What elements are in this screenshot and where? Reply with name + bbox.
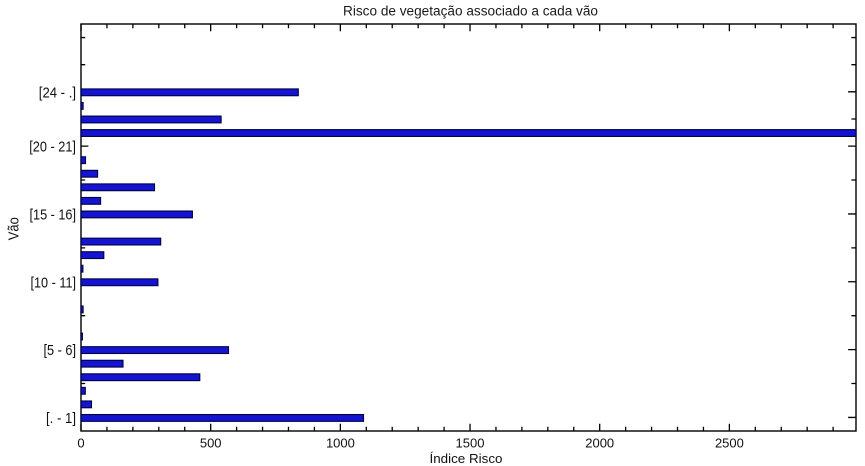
svg-text:Vão: Vão — [5, 217, 22, 240]
svg-text:0: 0 — [77, 435, 84, 450]
svg-text:[24 - .]: [24 - .] — [39, 84, 76, 101]
svg-text:[15 - 16]: [15 - 16] — [30, 206, 77, 223]
svg-text:Risco de vegetação associado a: Risco de vegetação associado a cada vão — [343, 4, 598, 19]
svg-text:Índice Risco: Índice Risco — [430, 451, 503, 466]
svg-text:500: 500 — [200, 435, 222, 450]
svg-text:1500: 1500 — [456, 435, 485, 450]
svg-text:[10 - 11]: [10 - 11] — [31, 274, 77, 291]
svg-text:2000: 2000 — [585, 435, 614, 450]
svg-text:[5 - 6]: [5 - 6] — [44, 342, 77, 359]
svg-text:[. - 1]: [. - 1] — [46, 410, 76, 427]
svg-text:2500: 2500 — [715, 435, 744, 450]
svg-text:[20 - 21]: [20 - 21] — [29, 139, 76, 156]
svg-text:1000: 1000 — [326, 435, 355, 450]
